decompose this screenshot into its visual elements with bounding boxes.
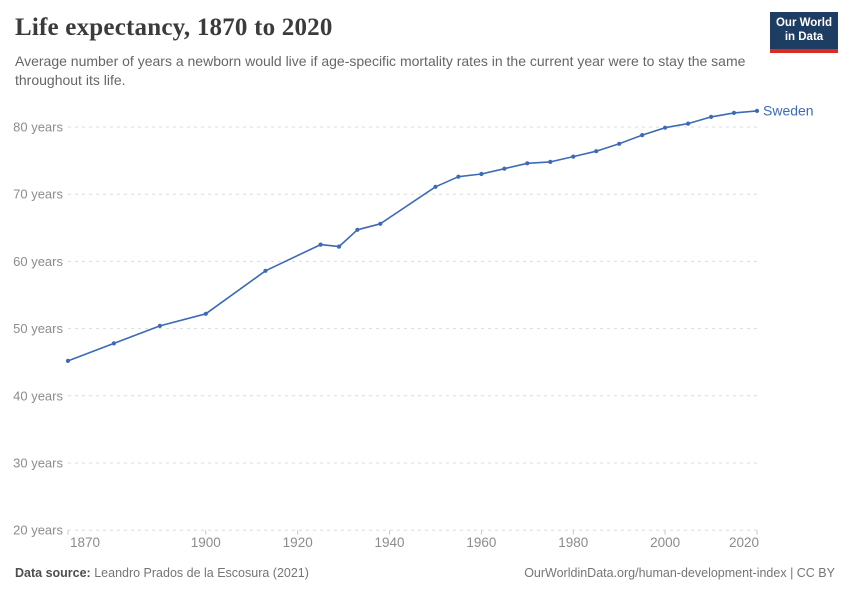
y-axis-label-50: 50 years	[13, 321, 63, 336]
line-series-sweden[interactable]	[67, 110, 758, 362]
data-point-1965[interactable]	[502, 166, 507, 171]
x-axis-label-1920: 1920	[283, 535, 313, 550]
series-label-sweden[interactable]: Sweden	[763, 102, 814, 118]
x-axis-label-1940: 1940	[374, 535, 404, 550]
data-point-1870[interactable]	[65, 358, 71, 363]
data-source: Data source: Leandro Prados de la Escosu…	[15, 566, 309, 580]
data-point-1980[interactable]	[571, 154, 576, 159]
data-point-1950[interactable]	[433, 184, 438, 189]
y-axis-label-80: 80 years	[13, 120, 63, 135]
data-point-1913[interactable]	[263, 268, 268, 273]
data-point-1990[interactable]	[617, 141, 622, 146]
data-point-1970[interactable]	[525, 161, 530, 166]
data-point-1900[interactable]	[203, 311, 208, 316]
chart-subtitle: Average number of years a newborn would …	[15, 53, 746, 89]
y-axis-label-70: 70 years	[13, 187, 63, 202]
owid-logo-box: Our World in Data	[770, 12, 838, 49]
data-source-value: Leandro Prados de la Escosura (2021)	[90, 566, 309, 580]
x-axis-label-2000: 2000	[650, 535, 680, 550]
data-point-2015[interactable]	[731, 110, 737, 115]
x-axis-label-2020: 2020	[729, 535, 759, 550]
y-axis-label-30: 30 years	[13, 456, 63, 471]
data-point-1925[interactable]	[318, 242, 323, 247]
data-point-1938[interactable]	[378, 221, 383, 226]
data-point-2010[interactable]	[709, 114, 714, 119]
y-axis-label-20: 20 years	[13, 523, 63, 538]
data-point-1960[interactable]	[479, 171, 484, 177]
data-point-1890[interactable]	[157, 323, 162, 328]
x-axis-label-1870: 1870	[70, 535, 100, 550]
credit-line: OurWorldinData.org/human-development-ind…	[524, 566, 835, 580]
chart-footer: Data source: Leandro Prados de la Escosu…	[15, 566, 835, 580]
data-source-label: Data source:	[15, 566, 91, 580]
owid-logo-line1: Our World	[775, 16, 832, 29]
data-point-1929[interactable]	[336, 244, 342, 249]
page-title: Life expectancy, 1870 to 2020	[15, 14, 333, 41]
data-point-1933[interactable]	[355, 227, 360, 232]
owid-logo-accent-bar	[770, 49, 838, 53]
data-point-2020[interactable]	[754, 108, 760, 113]
owid-logo-line2: in Data	[784, 30, 824, 43]
data-point-1955[interactable]	[456, 174, 461, 179]
data-point-1975[interactable]	[548, 159, 553, 164]
x-axis-label-1900: 1900	[191, 535, 221, 550]
y-axis-label-40: 40 years	[13, 388, 63, 403]
x-axis-label-1960: 1960	[466, 535, 496, 550]
data-point-1995[interactable]	[640, 133, 645, 138]
data-point-2000[interactable]	[663, 125, 668, 130]
data-point-1985[interactable]	[594, 149, 599, 154]
data-point-2005[interactable]	[686, 121, 691, 126]
owid-logo[interactable]: Our World in Data	[770, 12, 838, 53]
y-axis-label-60: 60 years	[13, 254, 63, 269]
x-axis-label-1980: 1980	[558, 535, 588, 550]
data-point-1880[interactable]	[111, 341, 116, 346]
